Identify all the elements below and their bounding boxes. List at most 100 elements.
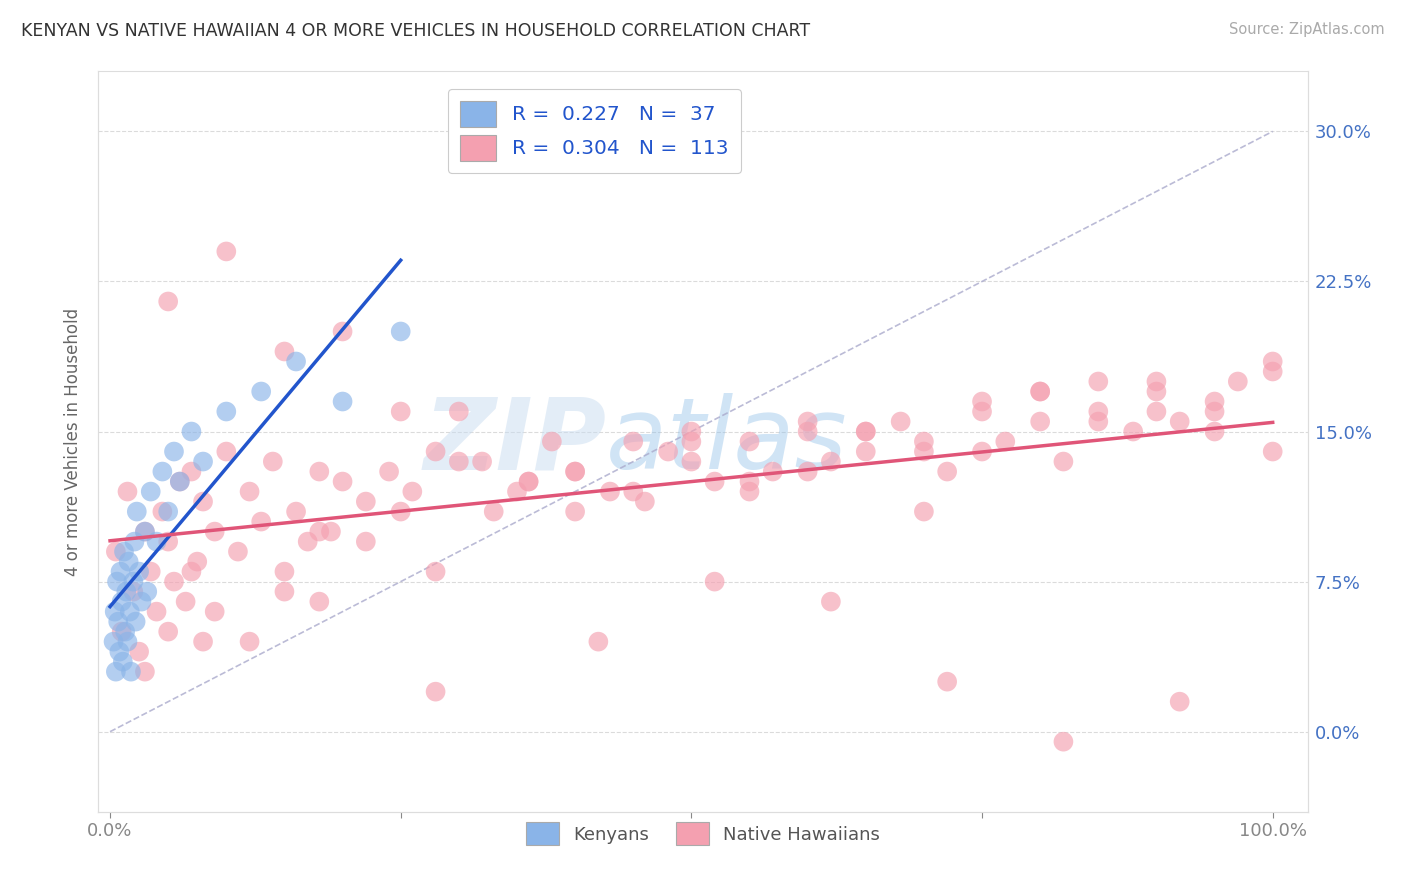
Point	[139, 484, 162, 499]
Point	[163, 574, 186, 589]
Point	[401, 484, 423, 499]
Point	[319, 524, 342, 539]
Point	[1144, 384, 1167, 399]
Point	[180, 565, 202, 579]
Point	[110, 565, 132, 579]
Point	[1087, 375, 1109, 389]
Point	[150, 465, 173, 479]
Point	[332, 325, 354, 339]
Point	[285, 505, 308, 519]
Point	[145, 605, 167, 619]
Point	[1261, 364, 1284, 378]
Point	[215, 244, 238, 259]
Point	[517, 475, 540, 489]
Point	[354, 494, 377, 508]
Point	[1052, 734, 1074, 748]
Point	[103, 634, 125, 648]
Point	[820, 454, 842, 468]
Point	[273, 584, 295, 599]
Point	[186, 555, 208, 569]
Point	[118, 605, 141, 619]
Point	[1168, 415, 1191, 429]
Point	[117, 634, 139, 648]
Point	[970, 444, 993, 458]
Point	[134, 665, 156, 679]
Point	[157, 534, 180, 549]
Point	[796, 425, 818, 439]
Point	[681, 454, 703, 468]
Point	[936, 465, 959, 479]
Point	[104, 544, 127, 558]
Point	[1029, 384, 1052, 399]
Point	[1029, 384, 1052, 399]
Point	[239, 634, 262, 648]
Point	[128, 565, 150, 579]
Point	[114, 624, 136, 639]
Point	[163, 444, 186, 458]
Point	[564, 465, 586, 479]
Point	[354, 534, 377, 549]
Point	[273, 565, 295, 579]
Point	[111, 655, 134, 669]
Point	[139, 565, 162, 579]
Point	[125, 505, 148, 519]
Point	[239, 484, 262, 499]
Point	[169, 475, 191, 489]
Point	[112, 544, 135, 558]
Point	[191, 494, 214, 508]
Text: ZIP: ZIP	[423, 393, 606, 490]
Point	[425, 444, 447, 458]
Point	[120, 665, 142, 679]
Point	[157, 624, 180, 639]
Point	[157, 505, 180, 519]
Point	[621, 484, 644, 499]
Point	[297, 534, 319, 549]
Point	[118, 555, 141, 569]
Point	[1204, 425, 1226, 439]
Point	[204, 605, 226, 619]
Point	[1168, 695, 1191, 709]
Point	[762, 465, 785, 479]
Point	[471, 454, 494, 468]
Point	[1052, 454, 1074, 468]
Point	[122, 574, 145, 589]
Point	[332, 475, 354, 489]
Text: Source: ZipAtlas.com: Source: ZipAtlas.com	[1229, 22, 1385, 37]
Point	[204, 524, 226, 539]
Point	[308, 524, 330, 539]
Point	[117, 484, 139, 499]
Point	[389, 325, 412, 339]
Point	[308, 465, 330, 479]
Point	[1204, 404, 1226, 418]
Point	[157, 294, 180, 309]
Point	[657, 444, 679, 458]
Point	[912, 444, 935, 458]
Point	[738, 484, 761, 499]
Point	[273, 344, 295, 359]
Point	[250, 515, 273, 529]
Point	[796, 415, 818, 429]
Point	[378, 465, 401, 479]
Point	[912, 505, 935, 519]
Point	[621, 434, 644, 449]
Point	[131, 594, 153, 608]
Point	[912, 434, 935, 449]
Point	[134, 524, 156, 539]
Point	[308, 594, 330, 608]
Point	[890, 415, 912, 429]
Point	[145, 534, 167, 549]
Point	[796, 465, 818, 479]
Point	[1087, 415, 1109, 429]
Point	[107, 615, 129, 629]
Point	[226, 544, 249, 558]
Point	[703, 475, 725, 489]
Text: atlas: atlas	[606, 393, 848, 490]
Legend: Kenyans, Native Hawaiians: Kenyans, Native Hawaiians	[517, 814, 889, 855]
Point	[855, 425, 877, 439]
Point	[389, 404, 412, 418]
Point	[124, 534, 146, 549]
Point	[134, 524, 156, 539]
Point	[599, 484, 621, 499]
Point	[128, 645, 150, 659]
Point	[108, 645, 131, 659]
